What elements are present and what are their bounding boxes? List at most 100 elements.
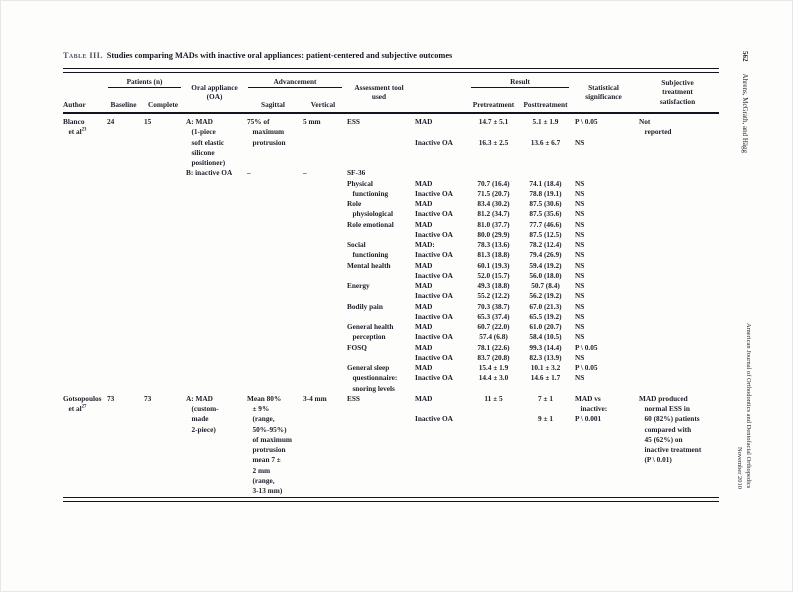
table-cell bbox=[345, 353, 413, 363]
table-cell bbox=[519, 486, 572, 496]
table-cell bbox=[635, 148, 720, 158]
table-cell: silicone bbox=[186, 147, 215, 157]
table-cell bbox=[63, 363, 105, 373]
table-cell bbox=[63, 435, 105, 445]
table-cell: 2 mm bbox=[247, 465, 271, 475]
table-cell: 49.3 (18.8) bbox=[477, 281, 510, 290]
table-cell bbox=[468, 445, 519, 455]
table-cell bbox=[184, 230, 245, 240]
table-cell bbox=[301, 127, 345, 137]
column-header-statistical-significance: Statistical significance bbox=[585, 82, 622, 101]
table-cell bbox=[572, 435, 635, 445]
table-cell: MAD bbox=[415, 199, 433, 208]
table-cell: inactive treatment bbox=[639, 445, 702, 454]
table-cell: 74.1 (18.4) bbox=[529, 178, 562, 188]
table-cell: 78.1 (22.6) bbox=[477, 342, 510, 352]
table-cell: maximum bbox=[247, 127, 285, 137]
table-cell: 3-13 mm) bbox=[247, 486, 283, 495]
table-cell bbox=[63, 486, 105, 496]
table-cell bbox=[184, 199, 245, 209]
table-cell bbox=[468, 127, 519, 137]
table-cell bbox=[63, 148, 105, 158]
table-cell: 14.6 ± 1.7 bbox=[530, 373, 561, 383]
table-cell: Inactive OA bbox=[415, 137, 453, 147]
table-cell: physiological bbox=[347, 209, 394, 219]
table-cell bbox=[184, 281, 245, 291]
table-cell: MAD bbox=[415, 301, 433, 311]
table-cell: 60 (82%) patients bbox=[639, 414, 700, 424]
table-cell bbox=[301, 384, 345, 394]
table-cell bbox=[301, 148, 345, 158]
column-header-posttreatment: Posttreatment bbox=[523, 99, 568, 109]
table-cell bbox=[63, 414, 105, 424]
table-cell bbox=[345, 466, 413, 476]
table-cell bbox=[245, 179, 301, 189]
table-cell bbox=[184, 189, 245, 199]
table-cell: NS bbox=[575, 281, 585, 290]
table-cell bbox=[184, 240, 245, 250]
table-cell bbox=[142, 261, 184, 271]
table-cell: NS bbox=[575, 291, 585, 301]
table-cell: (P \ 0.01) bbox=[639, 455, 672, 465]
table-cell bbox=[468, 466, 519, 476]
table-cell bbox=[63, 322, 105, 332]
table-cell bbox=[245, 189, 301, 199]
table-cell: 56.0 (18.0) bbox=[529, 270, 562, 280]
table-cell bbox=[468, 384, 519, 394]
table-cell bbox=[635, 230, 720, 240]
table-cell bbox=[184, 373, 245, 383]
table-cell bbox=[105, 486, 142, 496]
table-cell: 24 bbox=[107, 117, 115, 126]
table-cell: 70.7 (16.4) bbox=[477, 178, 510, 188]
table-cell bbox=[345, 158, 413, 168]
margin-page-footer: American Journal of Orthodontics and Den… bbox=[735, 323, 753, 499]
table-cell bbox=[245, 220, 301, 230]
table-cell: (range, bbox=[247, 475, 275, 485]
table-cell: 59.4 (19.2) bbox=[529, 260, 562, 270]
table-cell bbox=[519, 445, 572, 455]
table-cell: – bbox=[247, 168, 251, 178]
table-cell: NS bbox=[575, 270, 585, 280]
table-cell: 73 bbox=[144, 393, 152, 403]
table-cell bbox=[105, 250, 142, 260]
table-cell bbox=[635, 158, 720, 168]
table-cell bbox=[142, 189, 184, 199]
table-cell bbox=[635, 168, 720, 178]
table-cell: NS bbox=[575, 352, 585, 362]
table-cell bbox=[413, 425, 468, 435]
table-cell bbox=[245, 271, 301, 281]
column-header-pretreatment: Pretreatment bbox=[472, 99, 515, 109]
table-cell: Energy bbox=[347, 281, 370, 290]
table-cell bbox=[572, 384, 635, 394]
table-cell bbox=[635, 189, 720, 199]
table-cell: 57.4 (6.8) bbox=[479, 332, 508, 342]
table-cell bbox=[301, 189, 345, 199]
column-header-baseline: Baseline bbox=[110, 99, 137, 109]
table-cell bbox=[245, 291, 301, 301]
table-cell bbox=[184, 445, 245, 455]
table-cell bbox=[301, 353, 345, 363]
table-cell bbox=[63, 291, 105, 301]
column-header-sagittal: Sagittal bbox=[261, 99, 285, 109]
table-cell bbox=[63, 271, 105, 281]
table-cell bbox=[63, 209, 105, 219]
table-cell: (1-piece bbox=[186, 127, 216, 137]
table-cell bbox=[301, 281, 345, 291]
table-cell: NS bbox=[575, 137, 585, 147]
table-cell: NS bbox=[575, 178, 585, 188]
table-cell bbox=[245, 209, 301, 219]
issue-date: November 2010 bbox=[736, 446, 743, 489]
table-cell bbox=[105, 261, 142, 271]
table-cell: NS bbox=[575, 209, 585, 219]
table-cell bbox=[142, 363, 184, 373]
table-cell bbox=[105, 158, 142, 168]
table-cell bbox=[245, 250, 301, 260]
table-cell bbox=[63, 158, 105, 168]
table-cell bbox=[635, 199, 720, 209]
table-cell: 77.7 (46.6) bbox=[529, 219, 562, 229]
table-cell: NS bbox=[575, 301, 585, 311]
table-cell bbox=[105, 302, 142, 312]
table-cell bbox=[63, 312, 105, 322]
table-cell bbox=[572, 148, 635, 158]
table-cell: 14.4 ± 3.0 bbox=[478, 373, 509, 383]
